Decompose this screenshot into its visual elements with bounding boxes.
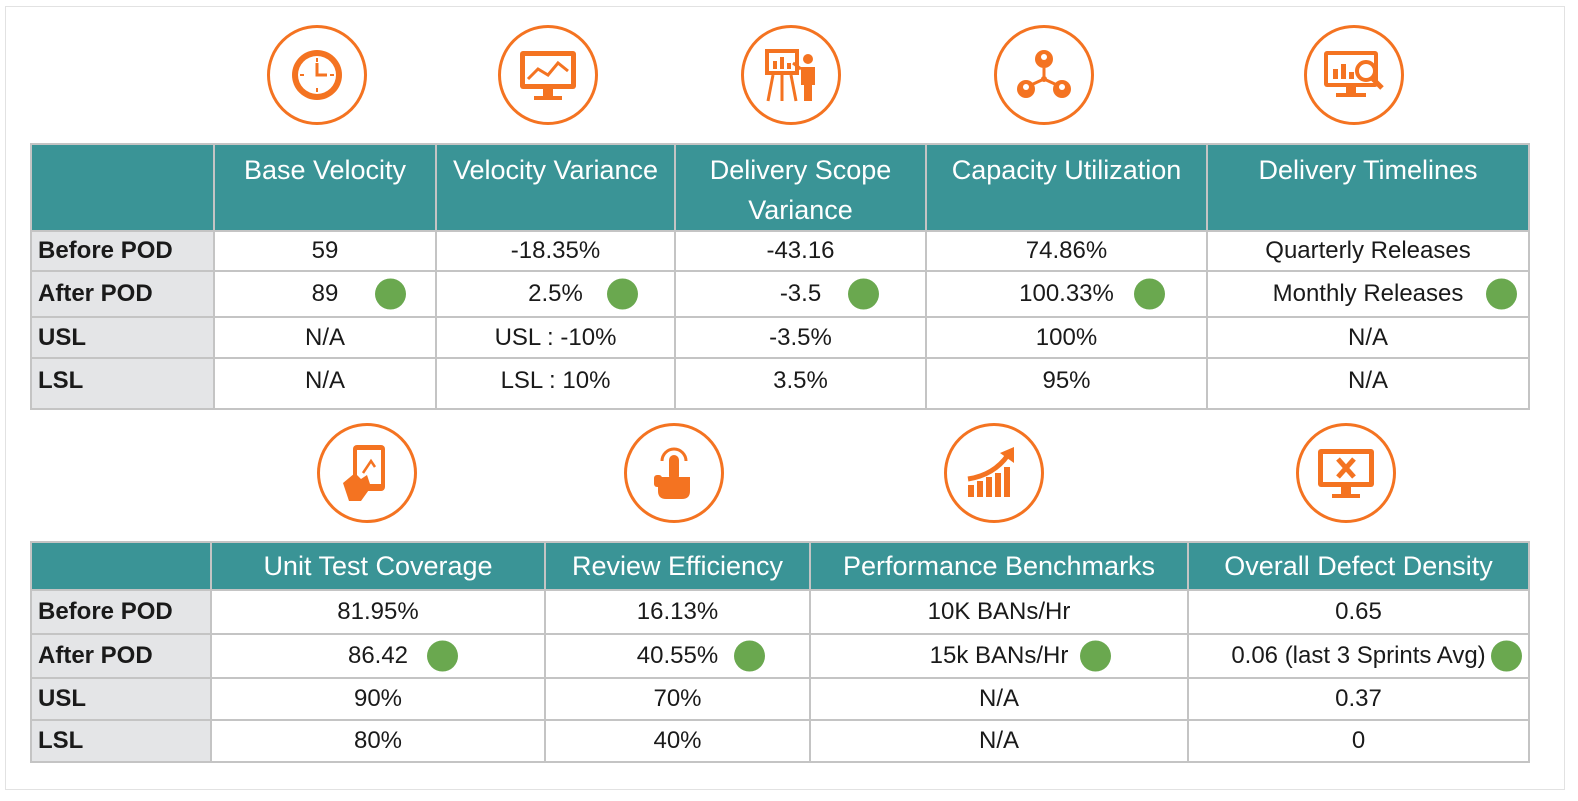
metrics-table-2: Unit Test Coverage Review Efficiency Per… [30,541,1530,763]
row-label: Before POD [30,589,212,635]
cell-value: 74.86% [925,230,1208,272]
cell-value: 2.5% [528,280,583,307]
cell-after: 89 [213,270,437,318]
cell-value: N/A [809,719,1189,763]
cell-value: N/A [809,677,1189,721]
cell-after: 0.06 (last 3 Sprints Avg) [1187,633,1530,679]
col-capacity-utilization: Capacity Utilization [925,143,1208,232]
col-unit-test-coverage: Unit Test Coverage [210,541,546,591]
cell-value: 40.55% [636,642,719,669]
col-overall-defect-density: Overall Defect Density [1187,541,1530,591]
monitor-chart-icon [498,25,598,125]
cell-after: 40.55% [544,633,811,679]
cell-value: -3.5 [779,280,822,307]
row-label: After POD [30,270,215,318]
cell-value: N/A [213,357,437,410]
cell-value: 3.5% [674,357,927,410]
row-label: Before POD [30,230,215,272]
cell-value: 86.42 [347,642,409,669]
table1-header-row: Base Velocity Velocity Variance Delivery… [30,143,1530,232]
status-good-indicator [375,278,406,310]
cell-value: -18.35% [435,230,676,272]
cell-value: 16.13% [544,589,811,635]
col-delivery-scope-variance: Delivery Scope Variance [674,143,927,232]
cell-value: N/A [1206,357,1530,410]
status-good-indicator [607,278,638,310]
row-after-pod: After POD 89 2.5% -3.5 100.33% Monthly R… [30,270,1530,318]
cell-value: 0.37 [1187,677,1530,721]
header-corner [30,143,215,232]
cell-value: 81.95% [210,589,546,635]
cell-value: 90% [210,677,546,721]
cell-after: -3.5 [674,270,927,318]
row-label: LSL [30,357,215,410]
status-good-indicator [1486,278,1517,310]
cell-value: 89 [311,280,339,307]
row-label: LSL [30,719,212,763]
cell-value: N/A [213,316,437,359]
cell-after: 86.42 [210,633,546,679]
cell-value: 10K BANs/Hr [809,589,1189,635]
status-good-indicator [427,640,458,672]
cell-value: LSL : 10% [435,357,676,410]
clock-icon [267,25,367,125]
row-label: After POD [30,633,212,679]
row-label: USL [30,316,215,359]
row-lsl: LSL N/A LSL : 10% 3.5% 95% N/A [30,357,1530,410]
header-corner [30,541,212,591]
cell-value: 0.65 [1187,589,1530,635]
row-label: USL [30,677,212,721]
status-good-indicator [1134,278,1165,310]
row-usl: USL N/A USL : -10% -3.5% 100% N/A [30,316,1530,359]
cell-value: 40% [544,719,811,763]
tap-finger-icon [624,423,724,523]
status-good-indicator [734,640,765,672]
cell-value: 80% [210,719,546,763]
status-good-indicator [1491,640,1522,672]
cell-value: 95% [925,357,1208,410]
col-performance-benchmarks: Performance Benchmarks [809,541,1189,591]
cell-value: -3.5% [674,316,927,359]
metrics-table-1: Base Velocity Velocity Variance Delivery… [30,143,1530,410]
monitor-search-icon [1304,25,1404,125]
status-good-indicator [1080,640,1111,672]
growth-chart-icon [944,423,1044,523]
cell-value: 100% [925,316,1208,359]
cell-value: N/A [1206,316,1530,359]
cell-value: 100.33% [1019,280,1114,307]
col-base-velocity: Base Velocity [213,143,437,232]
cell-after: 100.33% [925,270,1208,318]
cell-value: Quarterly Releases [1206,230,1530,272]
cell-value: 0.06 (last 3 Sprints Avg) [1231,642,1486,669]
col-review-efficiency: Review Efficiency [544,541,811,591]
slide-frame [5,6,1565,790]
row-before-pod: Before POD 81.95% 16.13% 10K BANs/Hr 0.6… [30,589,1530,635]
cell-after: Monthly Releases [1206,270,1530,318]
cell-after: 2.5% [435,270,676,318]
col-delivery-timelines: Delivery Timelines [1206,143,1530,232]
monitor-defect-icon [1296,423,1396,523]
row-before-pod: Before POD 59 -18.35% -43.16 74.86% Quar… [30,230,1530,272]
cell-value: -43.16 [674,230,927,272]
cell-value: USL : -10% [435,316,676,359]
cell-after: 15k BANs/Hr [809,633,1189,679]
tablet-touch-icon [317,423,417,523]
status-good-indicator [848,278,879,310]
cell-value: 0 [1187,719,1530,763]
table2-header-row: Unit Test Coverage Review Efficiency Per… [30,541,1530,591]
cell-value: 70% [544,677,811,721]
cell-value: 15k BANs/Hr [929,642,1069,669]
row-lsl: LSL 80% 40% N/A 0 [30,719,1530,763]
cell-value: Monthly Releases [1272,280,1464,307]
network-people-icon [994,25,1094,125]
row-after-pod: After POD 86.42 40.55% 15k BANs/Hr 0.06 … [30,633,1530,679]
presentation-icon [741,25,841,125]
row-usl: USL 90% 70% N/A 0.37 [30,677,1530,721]
col-velocity-variance: Velocity Variance [435,143,676,232]
cell-value: 59 [213,230,437,272]
